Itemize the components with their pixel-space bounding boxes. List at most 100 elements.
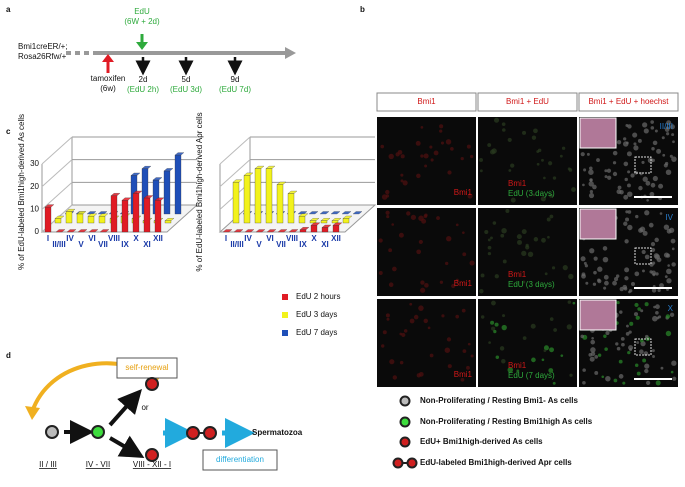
nucleus — [567, 300, 572, 304]
nucleus — [552, 381, 556, 385]
nucleus — [644, 302, 649, 307]
nucleus — [487, 143, 492, 147]
bar-top — [244, 229, 255, 233]
nucleus — [413, 314, 419, 320]
bar — [143, 197, 151, 233]
nucleus — [627, 350, 631, 355]
nucleus — [568, 273, 574, 280]
nucleus — [605, 375, 611, 382]
bar — [163, 170, 171, 215]
nucleus — [637, 307, 641, 311]
nucleus — [651, 247, 656, 253]
label: EdU — [134, 7, 150, 16]
label: (6w) — [100, 84, 116, 93]
nucleus — [479, 169, 483, 173]
nucleus — [669, 312, 675, 317]
bar-top — [232, 179, 243, 183]
cell-gray — [45, 425, 59, 439]
nucleus — [487, 251, 492, 256]
nucleus — [385, 210, 390, 215]
legend-label: Non-Proliferating / Resting Bmi1high As … — [420, 417, 593, 426]
nucleus — [495, 355, 500, 360]
nucleus — [562, 265, 568, 271]
legend-label: EdU 2 hours — [296, 292, 340, 301]
label: 9d — [231, 75, 240, 84]
nucleus — [650, 182, 656, 188]
nucleus — [669, 124, 675, 130]
x-tick-label: XI — [321, 240, 329, 249]
nucleus — [636, 371, 641, 376]
grid-line-side — [219, 159, 251, 188]
nucleus — [597, 353, 602, 357]
nucleus — [429, 145, 433, 149]
box — [116, 357, 178, 379]
bar-top — [352, 211, 363, 215]
bar — [342, 218, 350, 224]
nucleus — [572, 301, 576, 305]
nucleus — [424, 164, 428, 168]
nucleus — [399, 360, 404, 365]
nucleus — [603, 286, 607, 290]
label: Spermatozoa — [252, 428, 303, 437]
bar — [332, 225, 340, 233]
nucleus — [627, 183, 631, 188]
stage-label: IV — [665, 213, 673, 222]
x-tick-label: VII — [276, 240, 286, 249]
channel-label: EdU (3 days) — [508, 189, 555, 198]
nucleus — [378, 271, 383, 275]
legend-swatch — [282, 312, 288, 318]
nucleus — [516, 234, 522, 240]
bar — [44, 206, 52, 233]
nucleus — [427, 326, 431, 330]
arrow — [108, 435, 145, 459]
nucleus — [585, 281, 589, 285]
nucleus — [666, 268, 672, 275]
nucleus — [462, 231, 465, 235]
legend-label: EdU-labeled Bmi1high-derived Apr cells — [420, 458, 572, 467]
nucleus — [491, 326, 496, 331]
nucleus — [671, 156, 677, 162]
nucleus — [624, 267, 630, 273]
micrograph — [478, 299, 577, 387]
stage-label: X — [668, 304, 674, 313]
y-axis-title: % of EdU-labeled Bmi1high-derived Apr ce… — [195, 112, 204, 271]
nucleus — [661, 136, 665, 140]
grid-line-side — [41, 181, 73, 210]
nucleus — [455, 314, 460, 319]
label: (EdU 3d) — [170, 85, 202, 94]
nucleus — [615, 342, 619, 346]
bar-top — [222, 229, 233, 233]
nucleus — [619, 310, 623, 314]
nucleus — [410, 214, 417, 220]
bar-top — [44, 204, 55, 208]
nucleus — [648, 222, 654, 228]
column-header-box — [477, 92, 578, 112]
nucleus — [403, 329, 408, 333]
nucleus — [582, 368, 586, 372]
bar — [76, 213, 84, 224]
x-tick-label: II/III — [230, 240, 243, 249]
nucleus — [493, 117, 500, 123]
nucleus — [499, 346, 505, 351]
nucleus — [616, 140, 622, 145]
nucleus — [658, 315, 662, 319]
channel-label: Bmi1 — [454, 370, 473, 379]
bar-top — [319, 211, 330, 215]
nucleus — [560, 354, 564, 357]
nucleus — [665, 330, 672, 337]
channel-label: Bmi1 — [508, 179, 527, 188]
nucleus — [590, 347, 596, 353]
nucleus — [543, 345, 549, 351]
nucleus — [671, 247, 675, 251]
nucleus — [628, 289, 633, 293]
bar-top — [309, 218, 320, 221]
nucleus — [602, 256, 609, 263]
dash — [66, 51, 71, 55]
nucleus — [612, 171, 618, 177]
nucleus — [508, 169, 512, 172]
nucleus — [559, 154, 563, 158]
nucleus — [460, 377, 465, 382]
nucleus — [461, 308, 466, 313]
x-tick-label: VII — [98, 240, 108, 249]
nucleus — [588, 181, 594, 187]
